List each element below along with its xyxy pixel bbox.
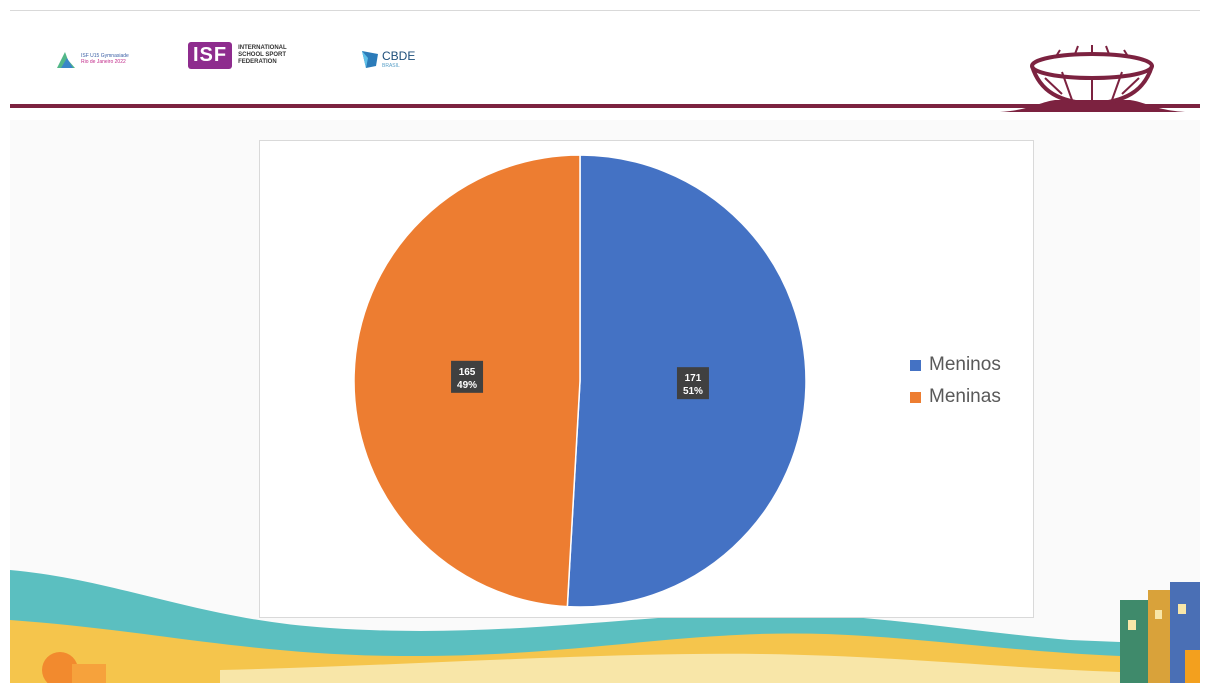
favela-houses-icon	[1120, 582, 1200, 683]
legend-label: Meninas	[929, 386, 1001, 407]
header-divider	[10, 104, 1200, 108]
top-divider	[10, 10, 1200, 11]
legend-label: Meninos	[929, 354, 1001, 375]
cbde-logo-icon	[362, 51, 378, 68]
gymnasiade-title: ISF U15 Gymnasiade	[81, 53, 129, 59]
cbde-subtitle: BRASIL	[382, 63, 400, 69]
data-label-percent: 51%	[683, 386, 703, 397]
slide-header: ISF U15 Gymnasiade Rio de Janeiro 2022 I…	[0, 30, 1210, 112]
data-label-percent: 49%	[457, 380, 477, 391]
legend-swatch	[910, 391, 921, 403]
sun-logo-icon	[42, 652, 106, 683]
chart-legend: Meninos Meninas	[910, 349, 1001, 413]
stadium-icon	[1000, 45, 1185, 112]
gymnasiade-logo-icon	[57, 52, 75, 68]
isf-logo: ISF INTERNATIONAL SCHOOL SPORT FEDERATIO…	[188, 42, 308, 69]
gymnasiade-logo: ISF U15 Gymnasiade Rio de Janeiro 2022	[55, 48, 136, 70]
data-label-value: 165	[459, 367, 476, 378]
cbde-mark-text: CBDE	[382, 49, 416, 63]
legend-item-meninos: Meninos	[910, 349, 1001, 381]
beach-wave-icon	[10, 570, 1200, 683]
isf-mark: ISF	[188, 42, 233, 69]
data-label-box	[676, 367, 709, 400]
data-label-box	[451, 360, 484, 393]
legend-item-meninas: Meninas	[910, 381, 1001, 413]
isf-name: INTERNATIONAL SCHOOL SPORT FEDERATION	[238, 45, 287, 65]
data-label-value: 171	[685, 373, 702, 384]
gymnasiade-subtitle: Rio de Janeiro 2022	[81, 59, 126, 65]
legend-swatch	[910, 359, 921, 371]
chart-area: 171 51% 165 49% Meninos Meninas	[259, 140, 1034, 618]
cbde-logo: CBDE BRASIL	[360, 48, 415, 70]
